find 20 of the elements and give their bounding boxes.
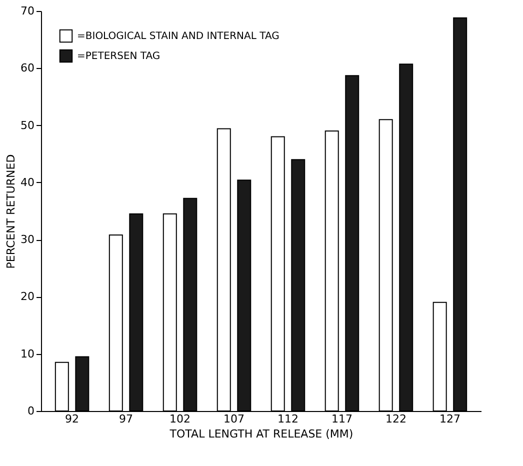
x-tick-label: 92	[65, 412, 80, 426]
x-tick-label: 107	[224, 412, 245, 426]
y-tick-label: 0	[28, 404, 34, 418]
x-tick-label: 127	[439, 412, 460, 426]
y-tick-label: 40	[20, 176, 34, 189]
y-tick-label: 70	[20, 4, 34, 18]
y-tick-label: 60	[20, 62, 34, 75]
x-axis-title: TOTAL LENGTH AT RELEASE (MM)	[168, 428, 354, 440]
x-tick-label: 102	[170, 412, 191, 426]
x-tick-label: 117	[331, 412, 352, 426]
x-tick-label: 122	[385, 412, 406, 426]
legend-label: =BIOLOGICAL STAIN AND INTERNAL TAG	[77, 31, 280, 42]
y-axis-title: PERCENT RETURNED	[4, 154, 18, 269]
y-tick-label: 50	[20, 118, 34, 132]
y-tick-label: 20	[20, 290, 34, 304]
x-tick-label: 112	[277, 412, 298, 426]
x-tick-label: 97	[119, 412, 134, 426]
y-tick-label: 30	[20, 233, 34, 246]
y-tick-label: 10	[20, 347, 34, 360]
legend-label: =PETERSEN TAG	[77, 51, 160, 62]
